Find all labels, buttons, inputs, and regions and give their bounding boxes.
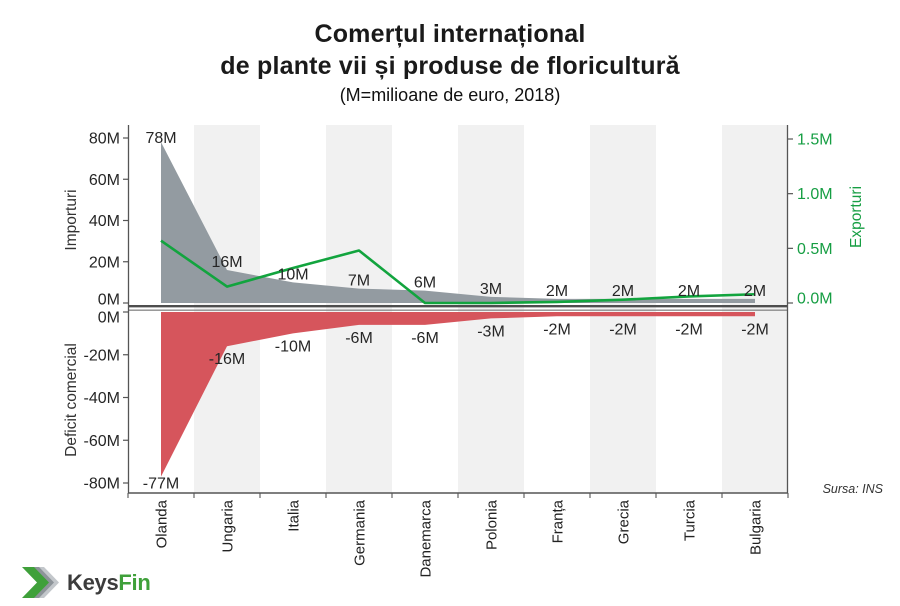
exports-axis-title: Exporturi: [848, 186, 865, 248]
deficit-value-label: -3M: [477, 323, 505, 340]
exports-line-series: [160, 239, 756, 305]
category-band: [194, 125, 260, 493]
category-label: Franța: [550, 499, 567, 543]
deficit-axis-tick-label: 0M: [98, 310, 120, 327]
logo-text-dark: Keys: [67, 569, 119, 595]
import-value-label: 7M: [348, 273, 370, 290]
import-value-label: 2M: [612, 283, 634, 300]
deficit-axis-title: Deficit comercial: [63, 343, 80, 457]
chart-subtitle: (M=milioane de euro, 2018): [339, 85, 561, 105]
deficit-value-label: -6M: [411, 330, 439, 347]
deficit-value-label: -2M: [543, 321, 571, 338]
imports-axis-tick-label: 60M: [89, 172, 120, 189]
deficit-value-label: -16M: [209, 351, 245, 368]
imports-axis-tick-label: 20M: [89, 254, 120, 271]
category-band: [590, 125, 656, 493]
chart-title-line1: Comerțul internațional: [314, 20, 586, 48]
deficit-axis-tick-label: -40M: [84, 390, 120, 407]
deficit-value-label: -2M: [675, 321, 703, 338]
category-label: Ungaria: [220, 499, 237, 552]
deficit-area-series: [161, 312, 755, 477]
category-label: Danemarca: [418, 499, 435, 577]
exports-axis-tick-label: 0.0M: [797, 291, 833, 308]
category-band: [722, 125, 788, 493]
exports-axis-tick-label: 1.0M: [797, 186, 833, 203]
imports-axis-title: Importuri: [63, 189, 80, 250]
category-band: [458, 125, 524, 493]
imports-axis-tick-label: 80M: [89, 131, 120, 148]
deficit-value-label: -2M: [609, 321, 637, 338]
category-label: Bulgaria: [748, 499, 765, 555]
category-label: Grecia: [616, 499, 633, 544]
category-label: Italia: [286, 499, 303, 531]
imports-area-series: [161, 142, 755, 303]
deficit-axis-tick-label: -80M: [84, 476, 120, 493]
exports-axis-tick-label: 0.5M: [797, 241, 833, 258]
exports-axis-tick-label: 1.5M: [797, 132, 833, 149]
logo-text: KeysFin: [67, 567, 151, 599]
import-value-label: 2M: [546, 283, 568, 300]
deficit-value-label: -6M: [345, 330, 373, 347]
deficit-value-label: -77M: [143, 476, 179, 493]
import-value-label: 78M: [145, 130, 176, 147]
source-note: Sursa: INS: [822, 482, 883, 496]
deficit-axis-tick-label: -60M: [84, 433, 120, 450]
imports-axis-tick-label: 0M: [98, 292, 120, 309]
deficit-value-label: -2M: [741, 321, 769, 338]
import-value-label: 2M: [678, 283, 700, 300]
import-value-label: 10M: [277, 266, 308, 283]
category-label: Polonia: [484, 499, 501, 550]
category-band: [326, 125, 392, 493]
imports-axis-tick-label: 40M: [89, 213, 120, 230]
chart-header: Comerțul internațional de plante vii și …: [0, 18, 900, 106]
logo-text-green: Fin: [118, 569, 151, 595]
import-value-label: 3M: [480, 281, 502, 298]
deficit-axis-tick-label: -20M: [84, 347, 120, 364]
deficit-value-label: -10M: [275, 338, 311, 355]
import-value-label: 6M: [414, 275, 436, 292]
keysfin-logo: KeysFin: [20, 566, 151, 599]
category-label: Turcia: [682, 499, 699, 541]
category-label: Olanda: [154, 499, 171, 548]
category-label: Germania: [352, 499, 369, 566]
chart-title-line2: de plante vii și produse de floricultură: [220, 52, 680, 80]
import-value-label: 2M: [744, 283, 766, 300]
chevron-icon: [20, 566, 60, 599]
import-value-label: 16M: [211, 254, 242, 271]
